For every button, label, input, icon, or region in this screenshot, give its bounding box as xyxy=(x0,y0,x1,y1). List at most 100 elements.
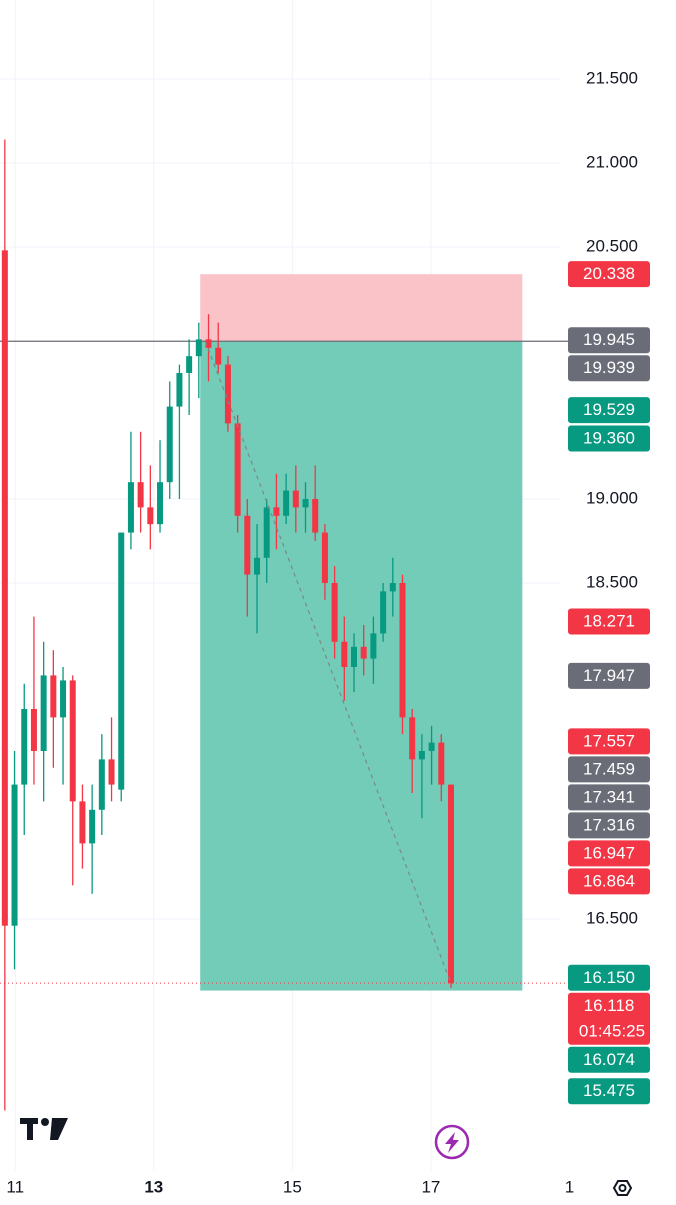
lightning-button[interactable] xyxy=(434,1124,470,1160)
candle-body xyxy=(205,339,212,348)
price-badge xyxy=(568,756,650,783)
settings-button[interactable] xyxy=(612,1180,633,1196)
price-badge-label: 19.360 xyxy=(583,428,635,447)
candle-body xyxy=(254,557,261,575)
price-badge-label: 16.947 xyxy=(583,843,635,862)
price-badge xyxy=(568,964,650,991)
candle-body xyxy=(98,759,105,810)
candle-body xyxy=(1,250,8,926)
candle-body xyxy=(351,646,358,667)
candle-body xyxy=(438,742,445,785)
x-tick-label: 15 xyxy=(283,1177,302,1196)
candle-body xyxy=(312,498,319,533)
price-badge xyxy=(568,662,650,689)
price-badge xyxy=(568,1046,650,1073)
candle-body xyxy=(302,498,309,508)
candle-body xyxy=(331,582,338,642)
candles xyxy=(1,139,454,1111)
price-badge-label: 17.341 xyxy=(583,787,635,806)
candle-body xyxy=(89,809,96,844)
x-tick-label: 17 xyxy=(421,1177,440,1196)
price-badge-label: 20.338 xyxy=(583,264,635,283)
candle-body xyxy=(428,742,435,751)
price-badge-label: 17.316 xyxy=(583,815,635,834)
target-zone xyxy=(200,341,523,991)
price-badge-label: 17.459 xyxy=(583,759,635,778)
countdown: 01:45:25 xyxy=(579,1021,645,1040)
y-tick-label: 21.500 xyxy=(586,68,638,87)
x-tick-label: 1 xyxy=(565,1177,574,1196)
price-badge-label: 17.947 xyxy=(583,666,635,685)
x-tick-label: 13 xyxy=(144,1177,163,1196)
y-tick-label: 18.500 xyxy=(586,572,638,591)
price-badge-label: 15.475 xyxy=(583,1081,635,1100)
price-badge xyxy=(568,992,650,1045)
y-tick-label: 20.500 xyxy=(586,236,638,255)
candle-body xyxy=(399,582,406,718)
candle-body xyxy=(40,675,47,751)
candle-body xyxy=(176,372,183,407)
price-badge-label: 19.529 xyxy=(583,400,635,419)
price-badge xyxy=(568,355,650,382)
candle-body xyxy=(166,406,173,483)
candle-body xyxy=(273,507,280,516)
price-badge-label: 16.150 xyxy=(583,968,635,987)
candle-body xyxy=(157,482,164,525)
y-tick-label: 21.000 xyxy=(586,152,638,171)
candle-body xyxy=(50,675,57,718)
price-badge xyxy=(568,868,650,895)
overlays: 21.500 21.000 20.500 19.000 18.500 16.500 11 13… xyxy=(0,68,650,1196)
candle-body xyxy=(79,801,86,844)
candle-body xyxy=(127,482,134,533)
price-badge xyxy=(568,784,650,811)
y-tick-label: 16.500 xyxy=(586,908,638,927)
candle-body xyxy=(137,482,144,508)
price-badge xyxy=(568,397,650,424)
x-tick-label: 11 xyxy=(6,1177,24,1196)
candle-body xyxy=(263,507,270,558)
price-badge xyxy=(568,1078,650,1105)
price-badge xyxy=(568,812,650,839)
candle-body xyxy=(108,759,115,785)
candle-body xyxy=(370,633,377,659)
price-badge xyxy=(568,728,650,755)
candle-body xyxy=(224,364,231,424)
y-tick-label: 19.000 xyxy=(586,488,638,507)
candle-body xyxy=(118,532,125,790)
candle-body xyxy=(69,680,76,802)
candle-body xyxy=(321,532,328,583)
candle-body xyxy=(447,784,454,984)
price-badge-label: 16.074 xyxy=(583,1050,635,1069)
price-badge xyxy=(568,608,650,635)
candle-body xyxy=(30,708,37,751)
price-badge-label: 17.557 xyxy=(583,731,635,750)
candle-body xyxy=(244,515,251,575)
candle-body xyxy=(215,347,222,365)
price-badge xyxy=(568,327,650,354)
candle-body xyxy=(283,490,290,516)
candle-body xyxy=(60,680,67,718)
price-badge-label: 16.118 xyxy=(584,996,635,1015)
candle-body xyxy=(360,646,367,659)
candle-body xyxy=(186,356,193,373)
candle-body xyxy=(389,582,396,592)
price-badge-label: 16.864 xyxy=(583,871,635,890)
trend-dash xyxy=(204,341,452,984)
candle-body xyxy=(292,490,299,508)
position xyxy=(0,274,568,991)
candle-body xyxy=(234,423,241,516)
candle-body xyxy=(380,591,387,634)
candle-body xyxy=(21,708,28,785)
price-badge-label: 18.271 xyxy=(583,611,635,630)
candle-body xyxy=(341,641,348,667)
candle-body xyxy=(409,717,416,760)
price-badge-label: 19.945 xyxy=(583,330,635,349)
price-badge xyxy=(568,425,650,452)
price-badge xyxy=(568,261,650,288)
candle-body xyxy=(11,784,18,926)
tradingview-logo xyxy=(20,1118,68,1140)
candle-body xyxy=(147,507,154,525)
candle-body xyxy=(195,339,202,357)
price-badge xyxy=(568,840,650,867)
